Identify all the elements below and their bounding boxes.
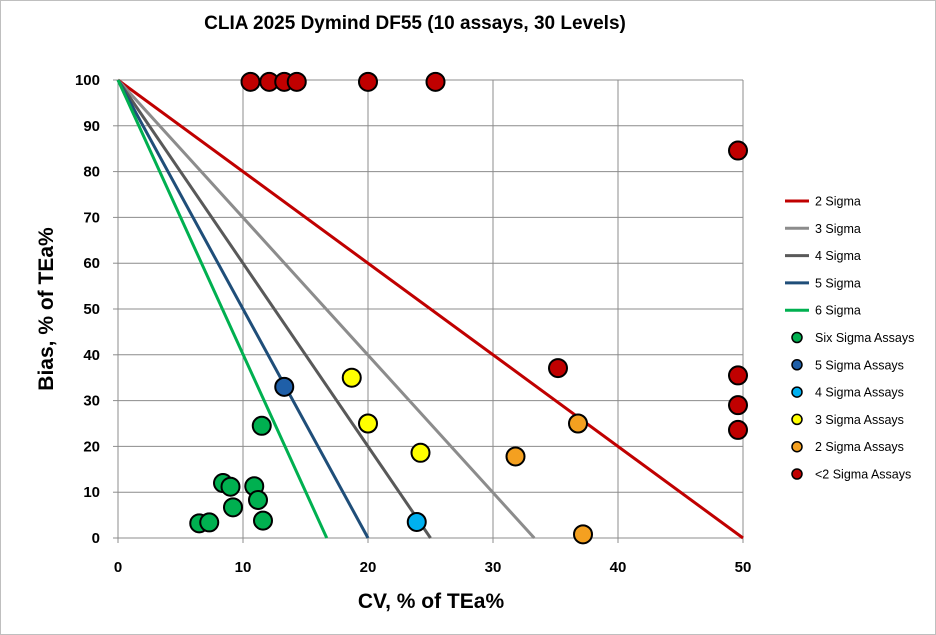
data-point: [728, 365, 748, 386]
legend-label: <2 Sigma Assays: [815, 468, 911, 482]
data-point: [358, 413, 378, 434]
legend-label: 3 Sigma: [815, 222, 861, 236]
x-tick-label: 50: [735, 559, 752, 576]
sigma-line-4: [116, 79, 432, 539]
data-point: [548, 358, 568, 379]
data-point: [223, 497, 243, 518]
y-tick-label: 0: [92, 530, 100, 547]
x-tick-label: 40: [610, 559, 627, 576]
data-point: [568, 413, 588, 434]
y-tick-label: 60: [83, 255, 100, 272]
y-tick-label: 70: [83, 209, 100, 226]
sigma-line-5: [116, 79, 370, 539]
data-point: [728, 419, 748, 440]
legend-label: 5 Sigma: [815, 276, 861, 290]
data-point: [728, 395, 748, 416]
legend-dot-swatch: [791, 468, 803, 480]
y-tick-label: 10: [83, 484, 100, 501]
sigma-line-6: [116, 79, 329, 539]
data-point: [341, 367, 362, 388]
legend-label: 5 Sigma Assays: [815, 358, 904, 372]
x-tick-label: 0: [114, 559, 122, 576]
data-point: [248, 489, 268, 510]
data-point: [199, 512, 220, 533]
legend-label: 6 Sigma: [815, 304, 861, 318]
legend-label: 3 Sigma Assays: [815, 413, 904, 427]
sigma-lines: [116, 78, 744, 540]
x-tick-label: 20: [360, 559, 377, 576]
data-point: [274, 376, 295, 397]
data-point: [220, 476, 241, 497]
data-point: [728, 140, 748, 161]
x-tick-label: 30: [485, 559, 502, 576]
y-tick-label: 100: [75, 72, 100, 89]
y-tick-label: 40: [83, 347, 100, 364]
data-point: [425, 71, 446, 92]
data-point: [410, 442, 431, 463]
legend-label: 2 Sigma: [815, 195, 861, 209]
y-tick-label: 20: [83, 438, 100, 455]
y-tick-label: 30: [83, 393, 100, 410]
chart-title: CLIA 2025 Dymind DF55 (10 assays, 30 Lev…: [204, 13, 626, 34]
data-point: [505, 446, 526, 467]
legend-dot-swatch: [791, 386, 803, 398]
data-point: [406, 511, 427, 532]
x-tick-label: 10: [235, 559, 252, 576]
legend-label: 4 Sigma: [815, 249, 861, 263]
x-axis-ticks: 0 10 20 30 40 50: [114, 559, 752, 576]
legend: 2 Sigma 3 Sigma 4 Sigma 5 Sigma 6 Sigma Six S…: [785, 195, 914, 482]
data-point: [253, 510, 273, 531]
x-axis-label: CV, % of TEa%: [358, 590, 505, 613]
legend-label: Six Sigma Assays: [815, 331, 914, 345]
legend-label: 2 Sigma Assays: [815, 440, 904, 454]
data-point: [573, 524, 593, 545]
y-tick-label: 50: [83, 301, 100, 318]
y-tick-label: 90: [83, 118, 100, 135]
legend-dot-swatch: [791, 440, 803, 453]
data-point: [240, 71, 261, 92]
sigma-line-2: [117, 78, 744, 540]
grid: [113, 79, 744, 543]
data-point: [358, 71, 378, 92]
legend-dot-swatch: [791, 413, 803, 426]
sigma-line-3: [116, 78, 536, 540]
legend-dot-swatch: [791, 331, 803, 344]
data-points: [189, 71, 748, 545]
data-point: [286, 71, 307, 92]
legend-dot-swatch: [791, 359, 803, 371]
y-axis-ticks: 0 10 20 30 40 50 60 70 80 90 100: [75, 72, 100, 547]
data-point: [251, 415, 272, 436]
legend-label: 4 Sigma Assays: [815, 386, 904, 400]
y-tick-label: 80: [83, 164, 100, 181]
y-axis-label: Bias, % of TEa%: [35, 227, 58, 391]
